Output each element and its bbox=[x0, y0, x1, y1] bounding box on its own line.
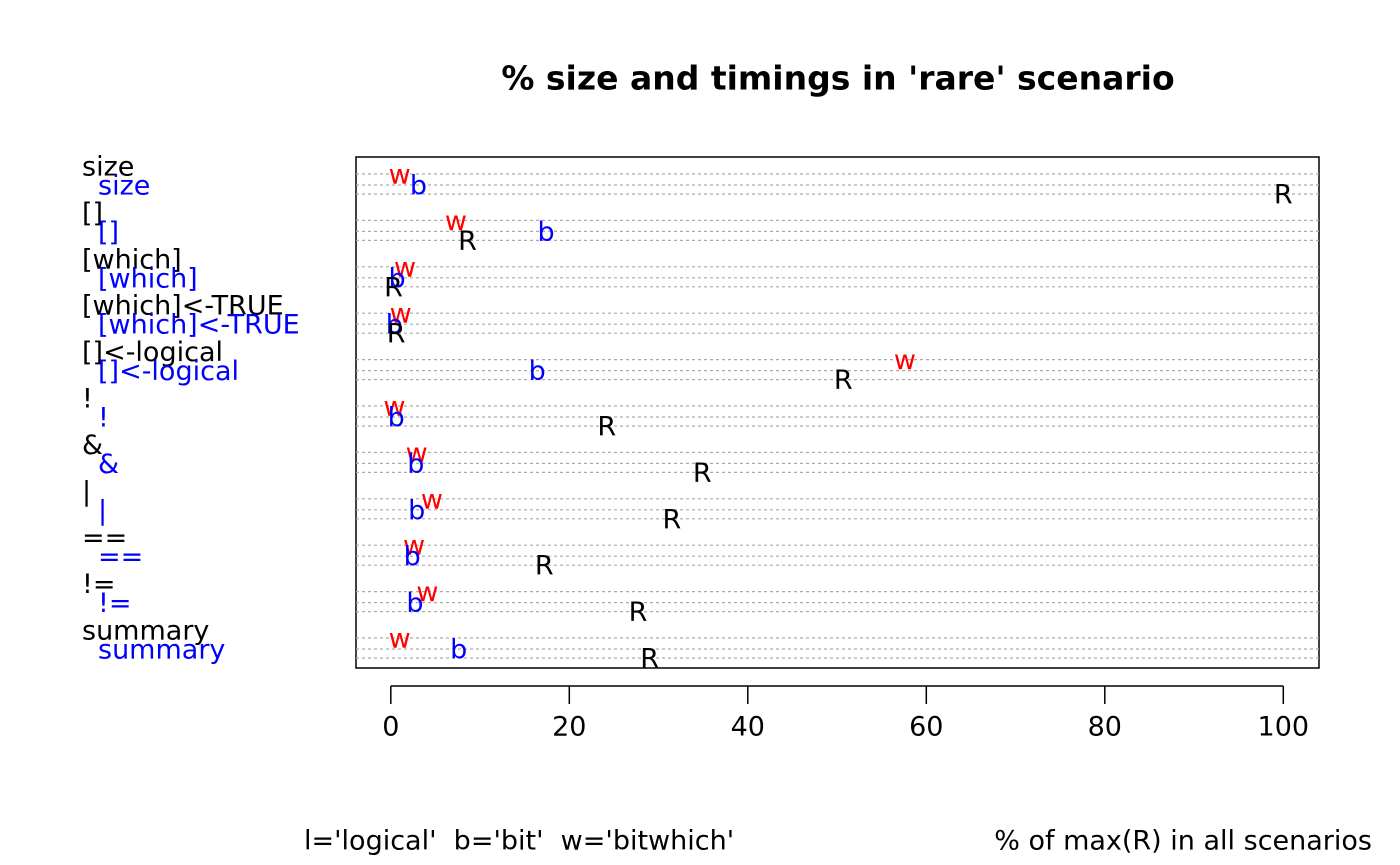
point-w: w bbox=[406, 438, 428, 469]
group-label: [] bbox=[82, 198, 103, 229]
point-r: R bbox=[663, 504, 682, 535]
point-b: b bbox=[404, 542, 421, 573]
row-label: == bbox=[98, 542, 143, 573]
x-tick-label: 20 bbox=[552, 712, 586, 743]
x-tick-label: 40 bbox=[731, 712, 765, 743]
point-b: b bbox=[529, 356, 546, 387]
group-label: & bbox=[82, 430, 103, 461]
point-b: b bbox=[410, 171, 427, 202]
x-axis-label: % of max(R) in all scenarios bbox=[994, 826, 1372, 857]
point-r: R bbox=[640, 644, 659, 675]
row-label: [] bbox=[98, 217, 119, 248]
row-label: []<-logical bbox=[98, 356, 239, 387]
group-label: != bbox=[82, 569, 115, 600]
row-label: | bbox=[98, 495, 107, 526]
point-w: w bbox=[383, 392, 405, 423]
point-r: R bbox=[1274, 180, 1293, 211]
group-label: summary bbox=[82, 616, 209, 647]
point-w: w bbox=[390, 299, 412, 330]
point-w: w bbox=[421, 484, 443, 515]
point-b: b bbox=[408, 495, 425, 526]
point-w: w bbox=[416, 577, 438, 608]
point-w: w bbox=[394, 252, 416, 283]
row-label: [which]<-TRUE bbox=[98, 310, 300, 341]
point-b: b bbox=[388, 263, 405, 294]
point-b: b bbox=[450, 635, 467, 666]
point-b: b bbox=[538, 217, 555, 248]
group-label: ! bbox=[82, 384, 93, 415]
point-b: b bbox=[407, 449, 424, 480]
point-r: R bbox=[693, 458, 712, 489]
row-label: & bbox=[98, 449, 119, 480]
point-r: R bbox=[458, 226, 477, 257]
point-r: R bbox=[387, 319, 406, 350]
point-w: w bbox=[389, 160, 411, 191]
point-b: b bbox=[406, 588, 423, 619]
x-tick-label: 60 bbox=[909, 712, 943, 743]
x-tick-label: 80 bbox=[1088, 712, 1122, 743]
group-label: [which] bbox=[82, 244, 182, 275]
chart-title: % size and timings in 'rare' scenario bbox=[501, 59, 1174, 98]
x-tick-label: 100 bbox=[1258, 712, 1310, 743]
point-b: b bbox=[386, 310, 403, 341]
row-label: [which] bbox=[98, 263, 198, 294]
group-label: []<-logical bbox=[82, 337, 223, 368]
row-label: summary bbox=[98, 635, 225, 666]
point-r: R bbox=[597, 412, 616, 443]
row-label: size bbox=[98, 171, 150, 202]
point-r: R bbox=[384, 272, 403, 303]
row-label: != bbox=[98, 588, 131, 619]
group-label: [which]<-TRUE bbox=[82, 291, 284, 322]
point-w: w bbox=[894, 345, 916, 376]
point-w: w bbox=[389, 624, 411, 655]
point-r: R bbox=[629, 597, 648, 628]
point-w: w bbox=[445, 206, 467, 237]
plot-frame bbox=[355, 156, 1320, 669]
point-r: R bbox=[834, 365, 853, 396]
annotation: l='logical' b='bit' w='bitwhich' bbox=[304, 826, 734, 857]
point-w: w bbox=[403, 531, 425, 562]
row-label: ! bbox=[98, 403, 109, 434]
group-label: size bbox=[82, 152, 134, 183]
point-b: b bbox=[388, 403, 405, 434]
group-label: | bbox=[82, 476, 91, 507]
x-tick-label: 0 bbox=[382, 712, 399, 743]
group-label: == bbox=[82, 523, 127, 554]
point-r: R bbox=[535, 551, 554, 582]
